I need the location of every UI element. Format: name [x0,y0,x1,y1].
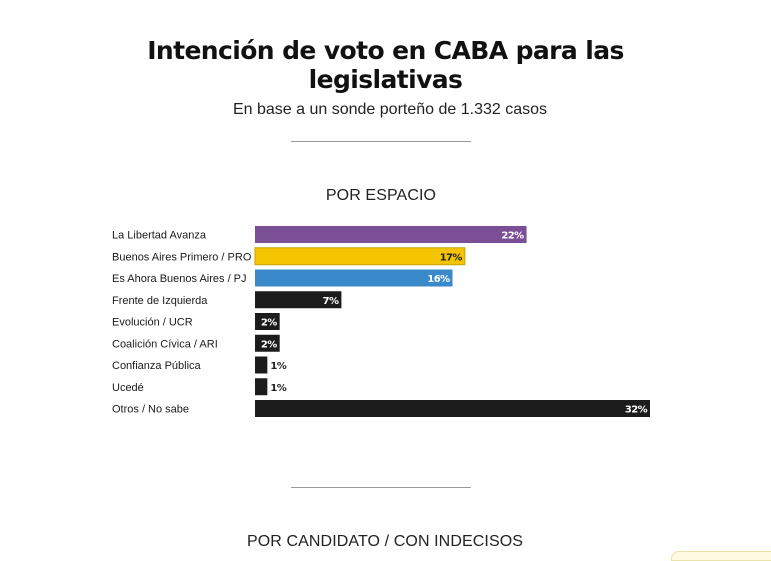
value-label: 32% [625,405,648,416]
category-label: Otros / No sabe [112,404,189,416]
chart-title: Intención de voto en CABA para las legis… [0,36,771,94]
category-label: Coalición Cívica / ARI [112,338,218,350]
value-label: 22% [501,231,524,242]
bar [255,269,453,287]
top-divider [291,141,471,142]
chart-title-line-1: Intención de voto en CABA para las [147,36,624,65]
value-label: 1% [270,383,286,394]
category-label: Ucedé [112,382,144,394]
category-label: Evolución / UCR [112,317,193,329]
bottom-divider [291,487,471,488]
value-label: 16% [427,274,450,285]
bar [255,291,342,309]
category-label: Es Ahora Buenos Aires / PJ [112,273,247,285]
category-label: La Libertad Avanza [112,230,207,242]
section-heading-by-candidate: POR CANDIDATO / CON INDECISOS [246,533,524,550]
category-label: Frente de Izquierda [112,295,208,307]
value-label: 7% [323,296,339,307]
bar [255,400,650,417]
value-label: 2% [261,318,277,329]
category-label: Confianza Pública [112,360,202,372]
category-label: Buenos Aires Primero / PRO [112,251,252,263]
value-label: 1% [270,361,286,372]
bar [255,226,527,243]
bar [255,334,280,352]
chart-title-line-2: legislativas [308,65,463,94]
section-heading-by-party: POR ESPACIO [325,187,437,204]
value-label: 17% [440,252,463,263]
bar [255,313,280,330]
bar [254,247,466,266]
corner-widget [671,551,771,561]
bar [255,356,268,374]
chart-subtitle: En base a un sonde porteño de 1.332 caso… [232,101,547,118]
bar-chart: La Libertad Avanza 22% Buenos Aires Primer… [112,226,650,417]
value-label: 2% [261,339,277,350]
bar [255,378,268,396]
